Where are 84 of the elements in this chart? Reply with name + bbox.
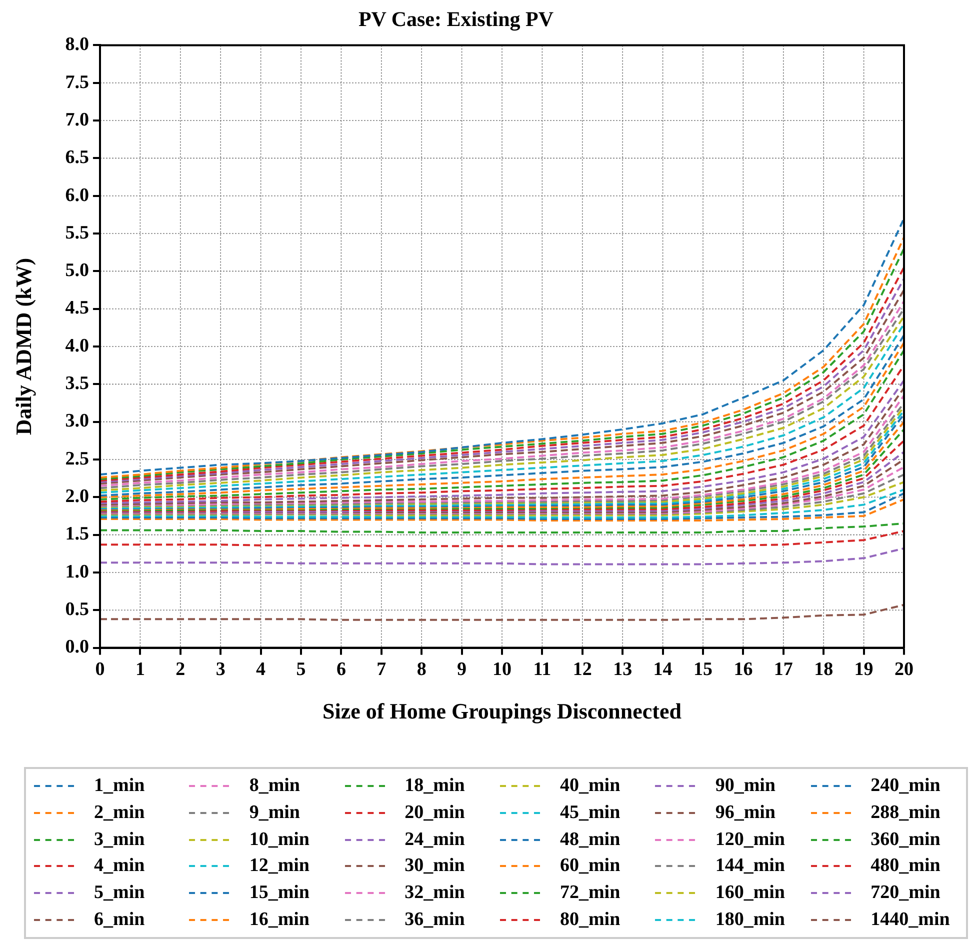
y-tick-label: 6.5	[65, 147, 89, 168]
legend-label: 288_min	[870, 802, 940, 824]
y-tick-label: 4.5	[65, 298, 89, 319]
chart-title: PV Case: Existing PV	[358, 7, 554, 32]
line-series	[100, 547, 904, 566]
legend-label: 120_min	[715, 828, 786, 851]
line-series	[100, 466, 904, 514]
line-series	[100, 522, 904, 534]
legend-label: 10_min	[249, 828, 310, 851]
y-tick-label: 0.0	[65, 636, 89, 658]
line-series	[100, 498, 904, 522]
x-tick-label: 18	[814, 659, 834, 680]
legend-label: 480_min	[870, 855, 940, 878]
legend-label: 12_min	[249, 855, 310, 878]
legend-label: 6_min	[94, 908, 145, 931]
legend-label: 40_min	[560, 775, 620, 798]
x-tick-label: 3	[216, 659, 226, 680]
x-tick-label: 7	[376, 659, 387, 680]
x-tick-label: 6	[336, 659, 346, 680]
x-tick-label: 15	[694, 659, 712, 680]
legend-label: 180_min	[715, 908, 786, 931]
x-tick-label: 5	[296, 659, 306, 680]
legend-label: 36_min	[404, 908, 465, 931]
legend-label: 80_min	[560, 908, 620, 931]
legend-label: 24_min	[404, 828, 465, 851]
x-tick-label: 13	[613, 659, 632, 680]
x-tick-label: 2	[176, 659, 186, 680]
y-tick-label: 5.5	[65, 222, 89, 244]
x-tick-label: 16	[734, 659, 753, 680]
line-series	[100, 481, 904, 516]
y-tick-label: 8.0	[65, 34, 89, 56]
x-tick-label: 14	[653, 659, 673, 680]
legend-label: 9_min	[249, 802, 300, 824]
y-tick-label: 4.0	[65, 335, 89, 356]
line-series	[100, 604, 904, 621]
legend-label: 30_min	[404, 855, 465, 878]
legend-label: 144_min	[715, 855, 786, 878]
y-tick-label: 7.0	[65, 109, 89, 130]
x-tick-label: 11	[533, 659, 552, 680]
y-axis-title: Daily ADMD (kW)	[10, 258, 36, 436]
legend-label: 45_min	[560, 802, 620, 824]
x-tick-label: 1	[135, 659, 145, 680]
x-tick-label: 0	[95, 659, 105, 680]
legend-label: 1_min	[94, 775, 145, 798]
legend-label: 3_min	[94, 828, 145, 851]
y-tick-label: 6.0	[65, 184, 89, 206]
y-tick-label: 5.0	[65, 260, 89, 282]
legend-label: 90_min	[715, 775, 776, 798]
y-tick-label: 2.5	[65, 448, 89, 470]
y-tick-label: 1.0	[65, 561, 89, 582]
legend-label: 32_min	[404, 882, 465, 904]
legend-label: 48_min	[560, 828, 620, 851]
legend-label: 360_min	[870, 828, 940, 851]
y-tick-label: 3.0	[65, 410, 89, 432]
y-tick-label: 7.5	[65, 72, 89, 93]
x-tick-label: 8	[416, 659, 426, 680]
legend-label: 2_min	[94, 802, 145, 824]
x-tick-label: 9	[457, 659, 467, 680]
x-axis-title: Size of Home Groupings Disconnected	[322, 698, 682, 724]
legend-label: 4_min	[94, 855, 145, 878]
legend-label: 18_min	[404, 775, 465, 798]
legend-label: 20_min	[404, 802, 465, 824]
legend-label: 15_min	[249, 882, 310, 904]
legend-label: 72_min	[560, 882, 620, 904]
x-tick-label: 20	[894, 659, 914, 680]
legend-label: 5_min	[94, 882, 145, 904]
line-series	[100, 530, 904, 548]
legend-label: 1440_min	[870, 908, 950, 931]
legend-label: 96_min	[715, 802, 776, 824]
y-tick-label: 2.0	[65, 486, 89, 508]
y-tick-label: 0.5	[65, 599, 89, 620]
legend-label: 8_min	[249, 775, 300, 798]
legend-label: 16_min	[249, 908, 310, 931]
legend-label: 60_min	[560, 855, 620, 878]
x-tick-label: 19	[854, 659, 874, 680]
y-tick-label: 3.5	[65, 373, 89, 394]
legend-label: 240_min	[870, 775, 940, 798]
legend-label: 160_min	[715, 882, 786, 904]
y-tick-label: 1.5	[65, 524, 89, 545]
x-tick-label: 17	[774, 659, 794, 680]
x-tick-label: 12	[572, 659, 592, 680]
legend-label: 720_min	[870, 882, 940, 904]
x-tick-label: 4	[256, 659, 266, 680]
x-tick-label: 10	[492, 659, 512, 680]
